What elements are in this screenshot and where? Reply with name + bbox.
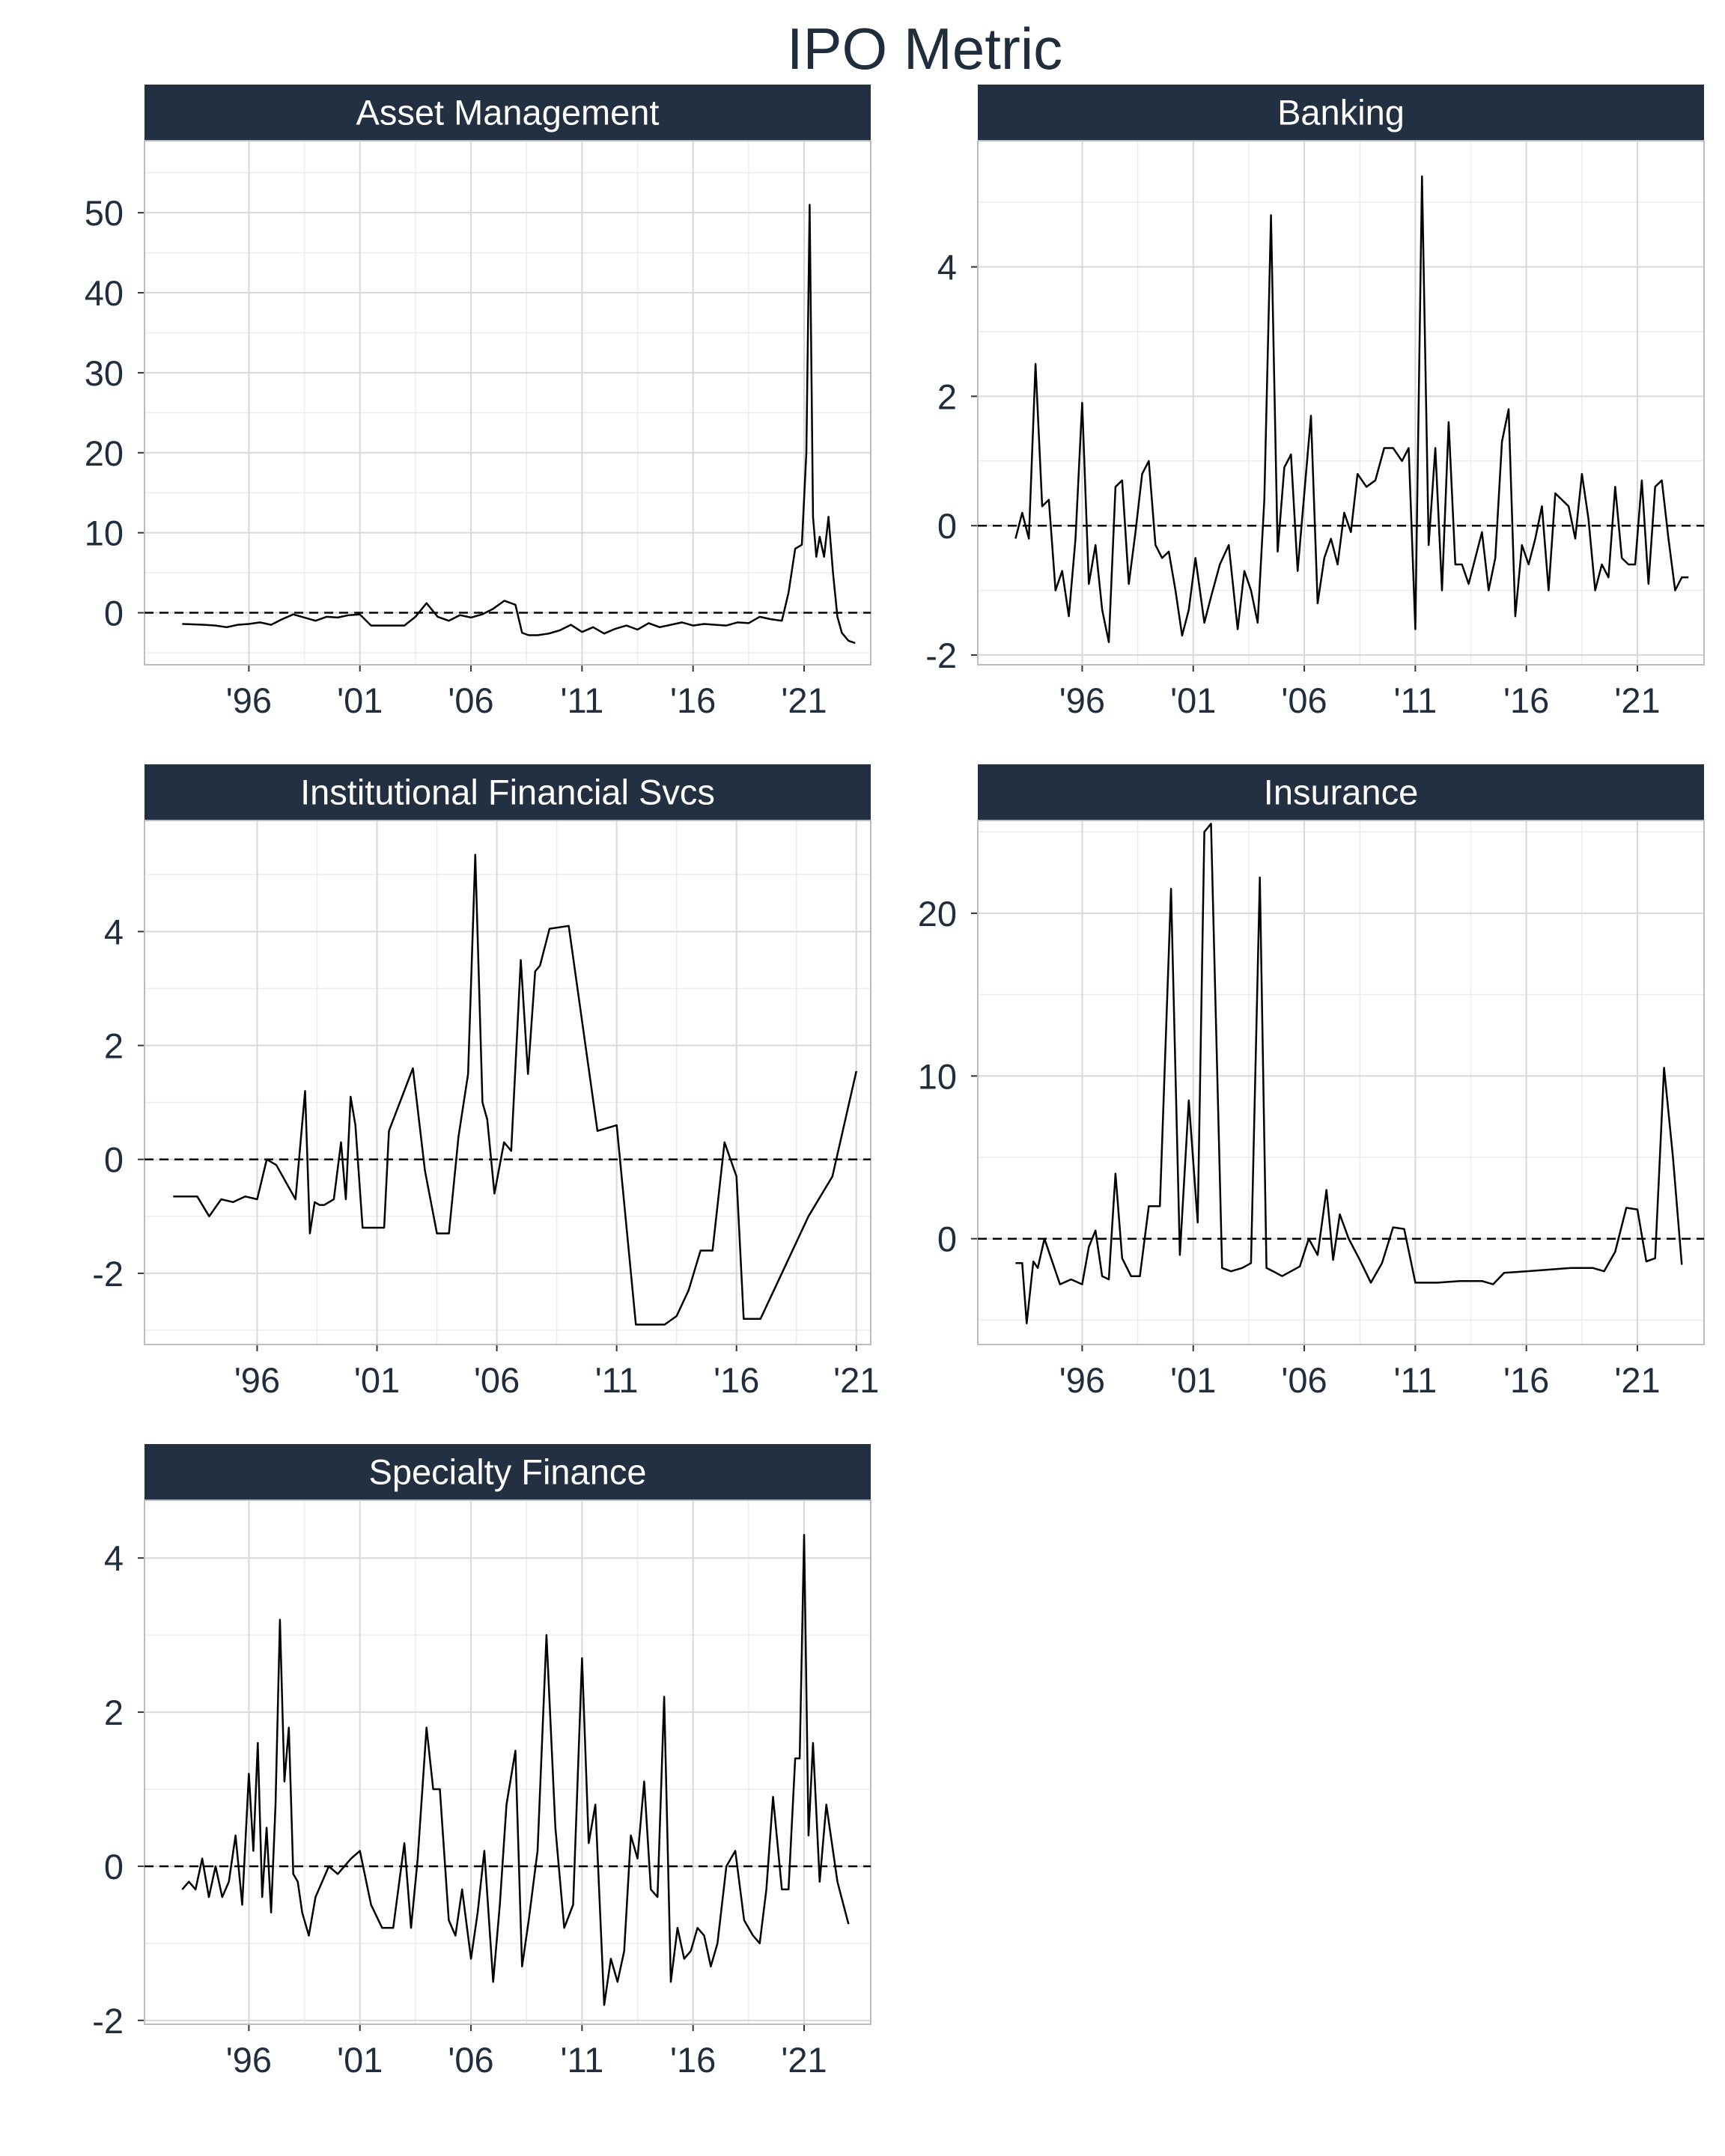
x-tick-label: '16 [670, 680, 716, 720]
plot-frame [144, 1499, 871, 2025]
x-tick-label: '01 [354, 1360, 400, 1400]
panel-specialty-finance: Specialty Finance '96 '01 '06 '11 '16 '21 -2 0 2 4 [92, 1444, 871, 2080]
series-line [182, 204, 856, 645]
panel-strip [978, 85, 1704, 141]
x-tick-label: '16 [670, 2040, 716, 2080]
x-tick-label: '16 [714, 1360, 759, 1400]
x-tick-label: '21 [781, 2040, 827, 2080]
panel-insurance: Insurance '96 '01 '06 '11 '16 '21 0 10 20 [918, 764, 1705, 1400]
y-tick-label: 10 [918, 1056, 957, 1096]
minor-grid [978, 820, 1704, 1345]
x-tick-label: '01 [1170, 680, 1216, 720]
y-tick-label: -2 [92, 2001, 124, 2041]
minor-grid [144, 820, 871, 1345]
x-tick-label: '11 [1393, 1360, 1437, 1400]
y-tick-label: 4 [104, 912, 124, 951]
x-tick-label: '21 [1614, 1360, 1660, 1400]
panel-strip [144, 1444, 871, 1500]
figure-title: IPO Metric [787, 16, 1062, 82]
plot-frame [144, 820, 871, 1345]
x-tick-label: '06 [448, 2040, 493, 2080]
x-tick-label: '96 [226, 2040, 272, 2080]
x-axis: '96 '01 '06 '11 '16 '21 [1059, 141, 1661, 720]
plot-frame [977, 140, 1705, 666]
panel-strip [978, 764, 1704, 820]
series-line [173, 853, 858, 1326]
y-tick-label: 0 [937, 506, 957, 546]
y-tick-label: 0 [104, 1140, 124, 1180]
y-tick-label: 50 [85, 193, 124, 233]
y-axis: 0 10 20 [918, 894, 1704, 1259]
panel-strip [144, 85, 871, 141]
x-tick-label: '11 [560, 680, 603, 720]
x-axis: '96 '01 '06 '11 '16 '21 [1059, 820, 1661, 1400]
x-tick-label: '16 [1503, 1360, 1549, 1400]
x-tick-label: '96 [1059, 1360, 1105, 1400]
panel-title: Asset Management [356, 93, 660, 133]
y-tick-label: 4 [104, 1538, 124, 1578]
y-tick-label: 2 [937, 377, 957, 416]
x-tick-label: '01 [337, 680, 383, 720]
x-tick-label: '21 [1614, 680, 1660, 720]
x-tick-label: '01 [1170, 1360, 1216, 1400]
x-tick-label: '01 [337, 2040, 383, 2080]
y-axis: -2 0 2 4 [92, 1538, 871, 2041]
y-tick-label: 20 [918, 894, 957, 934]
y-tick-label: 30 [85, 353, 124, 393]
x-tick-label: '96 [226, 680, 272, 720]
y-tick-label: 40 [85, 273, 124, 313]
y-tick-label: 4 [937, 248, 957, 287]
panel-title: Insurance [1264, 773, 1418, 812]
panel-title: Banking [1277, 93, 1405, 133]
y-tick-label: 10 [85, 514, 124, 553]
x-tick-label: '06 [448, 680, 493, 720]
x-tick-label: '06 [474, 1360, 520, 1400]
panel-institutional-financial-svcs: Institutional Financial Svcs '96 '01 '06 '11… [92, 764, 879, 1400]
y-tick-label: -2 [925, 636, 957, 675]
y-tick-label: 2 [104, 1693, 124, 1732]
minor-grid [144, 1500, 871, 2024]
x-tick-label: '16 [1503, 680, 1549, 720]
x-tick-label: '96 [1059, 680, 1105, 720]
panel-banking: Banking '96 '01 '06 '11 '16 '21 -2 0 2 4 [925, 85, 1705, 720]
y-axis: -2 0 2 4 [92, 912, 871, 1294]
series-line [1014, 175, 1689, 644]
y-tick-label: 0 [104, 1847, 124, 1886]
series-line [1015, 823, 1683, 1324]
x-axis: '96 '01 '06 '11 '16 '21 [226, 1500, 827, 2080]
panel-title: Specialty Finance [369, 1452, 647, 1492]
x-tick-label: '11 [1393, 680, 1437, 720]
y-tick-label: 20 [85, 433, 124, 473]
plot-frame [977, 820, 1705, 1345]
x-axis: '96 '01 '06 '11 '16 '21 [226, 141, 827, 720]
x-tick-label: '11 [560, 2040, 603, 2080]
x-tick-label: '11 [595, 1360, 639, 1400]
x-tick-label: '96 [234, 1360, 280, 1400]
y-tick-label: 0 [937, 1219, 957, 1259]
y-tick-label: 2 [104, 1026, 124, 1066]
x-tick-label: '21 [781, 680, 827, 720]
series-line [181, 1534, 850, 2006]
x-tick-label: '06 [1281, 680, 1327, 720]
minor-grid [144, 141, 871, 665]
x-axis: '96 '01 '06 '11 '16 '21 [234, 820, 879, 1400]
panel-title: Institutional Financial Svcs [300, 773, 715, 812]
y-tick-label: 0 [104, 594, 124, 633]
panel-strip [144, 764, 871, 820]
x-tick-label: '21 [833, 1360, 879, 1400]
plot-frame [144, 140, 871, 666]
x-tick-label: '06 [1281, 1360, 1327, 1400]
panel-asset-management: Asset Management '96 '01 '06 '11 '16 '21 0 10 20 3… [85, 85, 871, 720]
y-tick-label: -2 [92, 1254, 124, 1294]
